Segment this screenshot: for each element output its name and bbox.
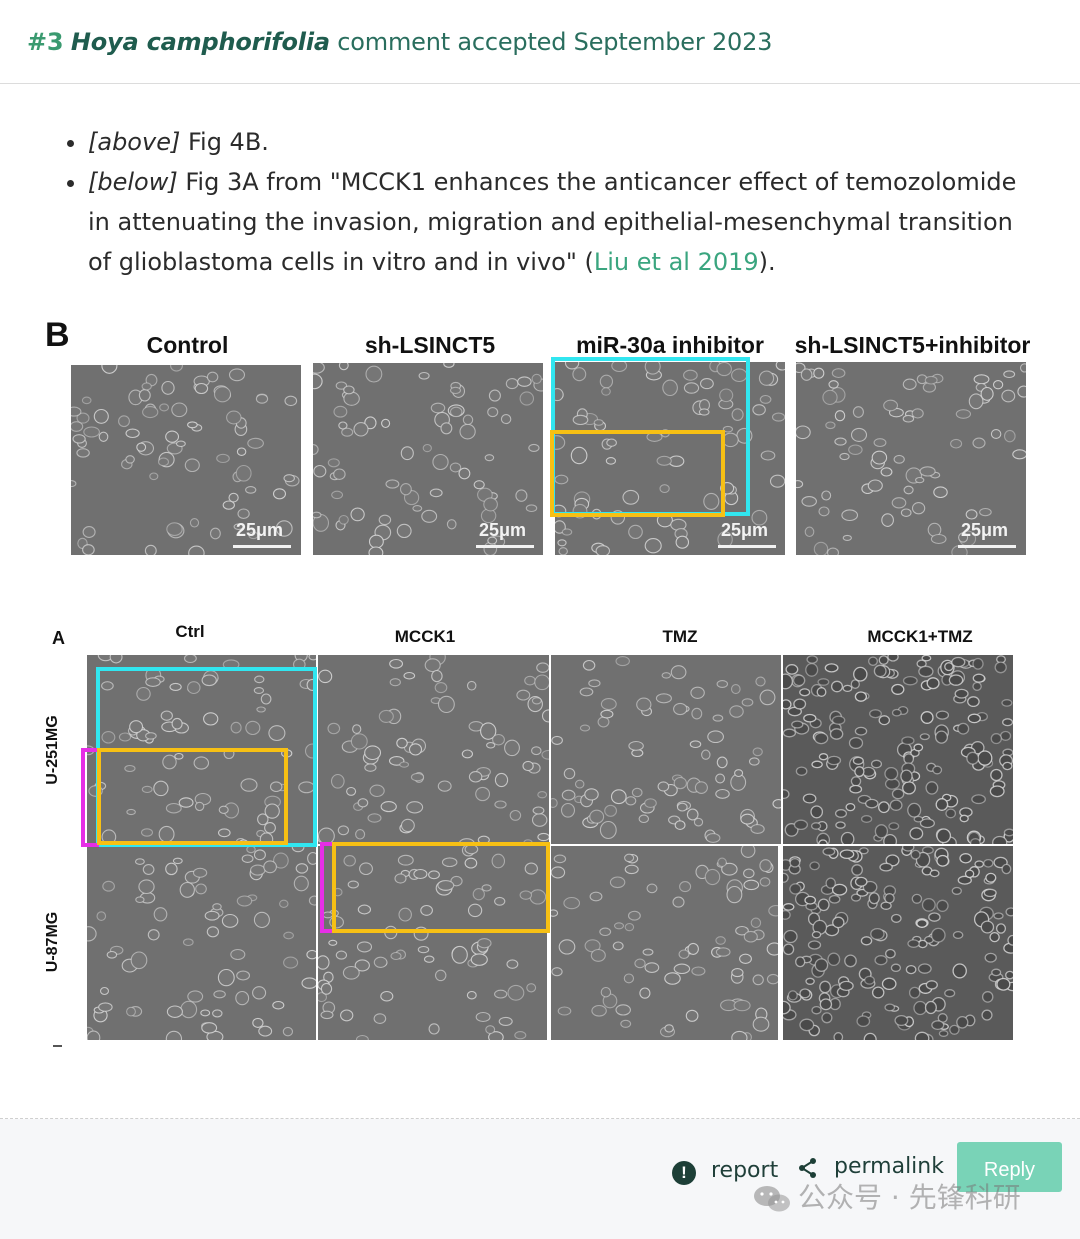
above-text: Fig 4B. <box>187 128 269 156</box>
comment-title: #3 Hoya camphorifolia comment accepted S… <box>27 28 772 56</box>
watermark: 公众号 · 先锋科研 <box>752 1176 1021 1216</box>
reference-list: [above] Fig 4B. [below] Fig 3A from "MCC… <box>60 122 1020 282</box>
list-item: [below] Fig 3A from "MCCK1 enhances the … <box>88 162 1020 282</box>
species-name[interactable]: Hoya camphorifolia <box>70 28 330 56</box>
citation-link[interactable]: Liu et al 2019 <box>593 248 759 276</box>
axis-tick <box>53 1045 62 1047</box>
scale-label: 25μm <box>236 520 284 540</box>
column-label: sh-LSINCT5+inhibitor <box>794 332 1031 358</box>
magenta-highlight-box <box>320 842 334 933</box>
micrograph-combo <box>796 362 1026 555</box>
comment-header: #3 Hoya camphorifolia comment accepted S… <box>0 0 1080 84</box>
comment-body: [above] Fig 4B. [below] Fig 3A from "MCC… <box>60 122 1020 282</box>
above-tag: [above] <box>88 128 181 156</box>
micrograph-u251-mcck1 <box>318 655 549 844</box>
panel-letter-a: A <box>52 628 65 648</box>
column-label: TMZ <box>662 627 698 646</box>
column-label: sh-LSINCT5 <box>364 332 496 358</box>
scale-label: 25μm <box>479 520 527 540</box>
cell-texture <box>783 846 1013 1040</box>
permalink-link[interactable]: permalink <box>834 1154 944 1179</box>
list-item: [above] Fig 4B. <box>88 122 1020 162</box>
micrograph-u87-combo <box>783 846 1013 1040</box>
scale-bar <box>233 545 291 548</box>
watermark-text: 公众号 · 先锋科研 <box>798 1181 1021 1214</box>
row-label: U-251MG <box>44 715 61 785</box>
magenta-highlight-box <box>81 748 99 847</box>
report-link[interactable]: report <box>711 1158 779 1183</box>
micrograph-u251-tmz <box>551 655 781 844</box>
scale-bar <box>476 545 534 548</box>
comment-footer <box>0 1119 1080 1239</box>
cell-texture <box>551 655 781 844</box>
footer-divider <box>0 1118 1080 1119</box>
below-text-end: ). <box>758 248 776 276</box>
below-tag: [below] <box>88 168 178 196</box>
cell-texture <box>796 362 1026 555</box>
cell-texture <box>551 846 778 1040</box>
wechat-icon <box>754 1186 790 1212</box>
panel-letter-b: B <box>45 316 70 354</box>
cell-texture <box>783 655 1013 844</box>
column-label: miR-30a inhibitor <box>576 332 764 358</box>
micrograph-control <box>71 365 301 555</box>
cell-texture <box>318 846 547 1040</box>
reply-button[interactable]: Reply <box>957 1142 1062 1192</box>
micrograph-u251-combo <box>783 655 1013 844</box>
micrograph-sh-lsinct5 <box>313 363 543 555</box>
column-label: MCCK1+TMZ <box>867 627 973 646</box>
scale-label: 25μm <box>961 520 1009 540</box>
scale-bar <box>958 545 1016 548</box>
column-label: MCCK1 <box>394 627 456 646</box>
yellow-highlight-box <box>550 430 725 517</box>
share-icon[interactable] <box>797 1157 819 1179</box>
row-label: U-87MG <box>44 911 61 973</box>
below-text: Fig 3A from "MCCK1 enhances the anticanc… <box>88 168 1017 276</box>
scale-label: 25μm <box>721 520 769 540</box>
column-label: Ctrl <box>175 622 205 641</box>
cell-texture <box>318 655 549 844</box>
yellow-highlight-box <box>97 748 288 845</box>
comment-number: #3 <box>27 28 64 56</box>
comment-status: comment accepted September 2023 <box>337 28 773 56</box>
column-label: Control <box>146 332 229 358</box>
yellow-highlight-box <box>332 842 550 933</box>
micrograph-u87-mcck1 <box>318 846 547 1040</box>
cell-texture <box>71 365 301 555</box>
cell-texture <box>87 846 316 1040</box>
micrograph-u87-tmz <box>551 846 778 1040</box>
cell-texture <box>313 363 543 555</box>
micrograph-u87-ctrl <box>87 846 316 1040</box>
scale-bar <box>718 545 776 548</box>
exclamation-circle-icon[interactable]: ! <box>672 1161 696 1185</box>
